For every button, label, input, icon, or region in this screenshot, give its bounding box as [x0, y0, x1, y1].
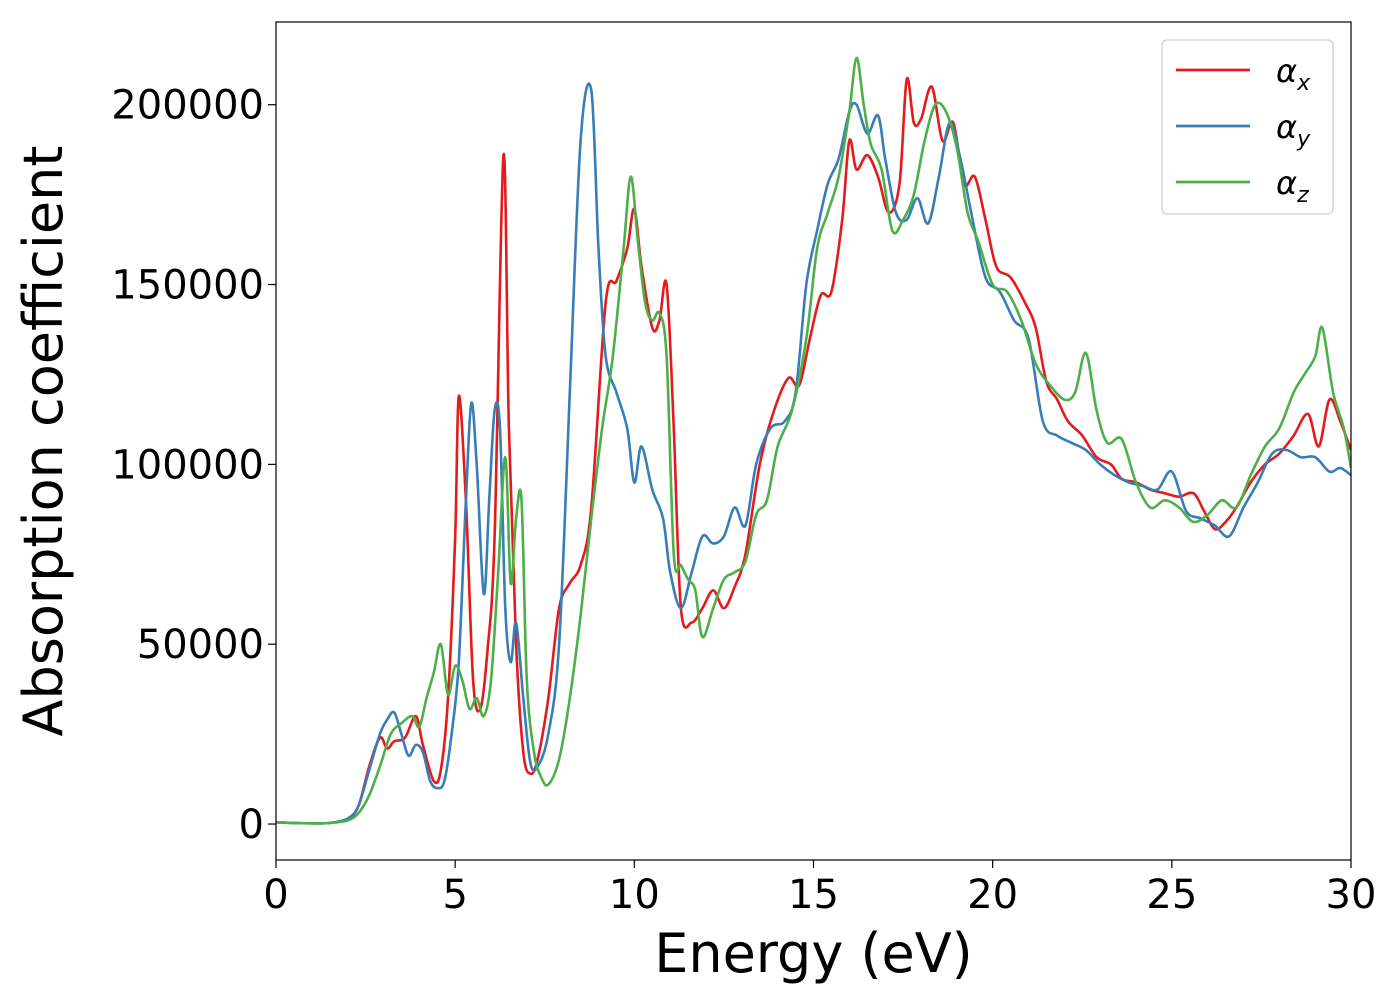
x-tick-label: 5 [442, 872, 467, 918]
x-tick-label: 20 [967, 872, 1018, 918]
y-tick-label: 0 [239, 802, 264, 848]
x-tick-label: 10 [609, 872, 660, 918]
x-axis-label: Energy (eV) [654, 922, 973, 985]
y-tick-label: 100000 [111, 442, 264, 488]
x-axis: 0 5 10 15 20 25 30 [263, 860, 1376, 918]
x-tick-label: 25 [1146, 872, 1197, 918]
legend-label-z: αz [1276, 164, 1309, 208]
series-line-z [276, 56, 1351, 825]
series-line-y [276, 82, 1351, 825]
x-tick-label: 15 [788, 872, 839, 918]
legend-label-y: αy [1276, 108, 1311, 152]
x-tick-label: 30 [1326, 872, 1377, 918]
x-tick-label: 0 [263, 872, 288, 918]
legend: αx αy αz [1161, 39, 1334, 215]
y-tick-label: 50000 [137, 622, 264, 668]
y-axis-label: Absorption coefficient [12, 146, 75, 737]
y-axis: 0 50000 100000 150000 200000 [111, 83, 276, 848]
series-layer [276, 56, 1351, 825]
y-tick-label: 200000 [111, 83, 264, 129]
legend-label-x: αx [1276, 52, 1311, 96]
y-tick-label: 150000 [111, 263, 264, 309]
